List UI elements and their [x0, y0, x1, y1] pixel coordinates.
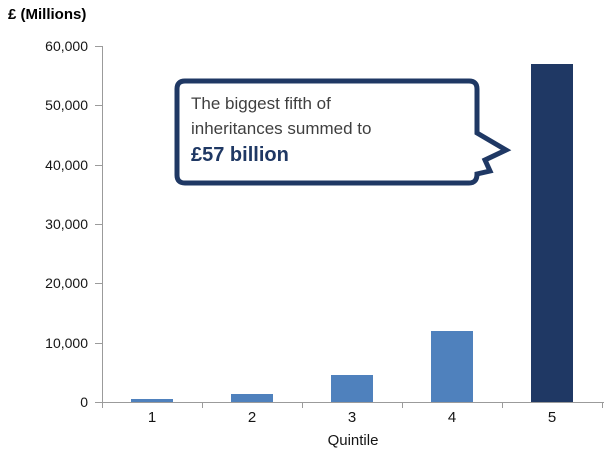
- bar-quintile-2: [231, 394, 273, 402]
- callout-bubble: [174, 78, 512, 186]
- x-tick-mark: [602, 403, 603, 408]
- y-tick-label: 0: [80, 394, 88, 410]
- bar-quintile-4: [431, 331, 473, 402]
- x-category-label: 2: [247, 409, 257, 426]
- x-category-label: 1: [147, 409, 157, 426]
- x-tick-mark: [102, 403, 103, 408]
- y-tick-label: 50,000: [45, 97, 88, 113]
- callout-highlight: £57 billion: [191, 144, 289, 166]
- x-tick-mark: [402, 403, 403, 408]
- y-axis-unit-label: £ (Millions): [8, 6, 87, 23]
- y-tick-mark: [95, 224, 102, 225]
- callout-line-2: inheritances summed to: [191, 119, 372, 138]
- bar-quintile-3: [331, 375, 373, 402]
- callout-outline: [174, 78, 512, 186]
- y-tick-mark: [95, 46, 102, 47]
- x-category-label: 5: [547, 409, 557, 426]
- x-tick-mark: [502, 403, 503, 408]
- x-axis-line: [102, 402, 604, 403]
- x-tick-mark: [302, 403, 303, 408]
- x-tick-mark: [202, 403, 203, 408]
- y-axis-line: [102, 46, 103, 402]
- y-tick-mark: [95, 343, 102, 344]
- y-tick-mark: [95, 105, 102, 106]
- y-tick-label: 10,000: [45, 335, 88, 351]
- y-tick-label: 30,000: [45, 216, 88, 232]
- y-tick-label: 40,000: [45, 157, 88, 173]
- callout-text: The biggest fifth of inheritances summed…: [191, 91, 456, 169]
- x-category-label: 3: [347, 409, 357, 426]
- bar-quintile-5: [531, 64, 573, 402]
- callout-line-1: The biggest fifth of: [191, 94, 331, 113]
- y-tick-mark: [95, 165, 102, 166]
- bar-quintile-1: [131, 399, 173, 402]
- x-axis-title: Quintile: [327, 432, 379, 449]
- y-tick-mark: [95, 402, 102, 403]
- y-tick-label: 60,000: [45, 38, 88, 54]
- y-tick-label: 20,000: [45, 275, 88, 291]
- x-category-label: 4: [447, 409, 457, 426]
- y-tick-mark: [95, 283, 102, 284]
